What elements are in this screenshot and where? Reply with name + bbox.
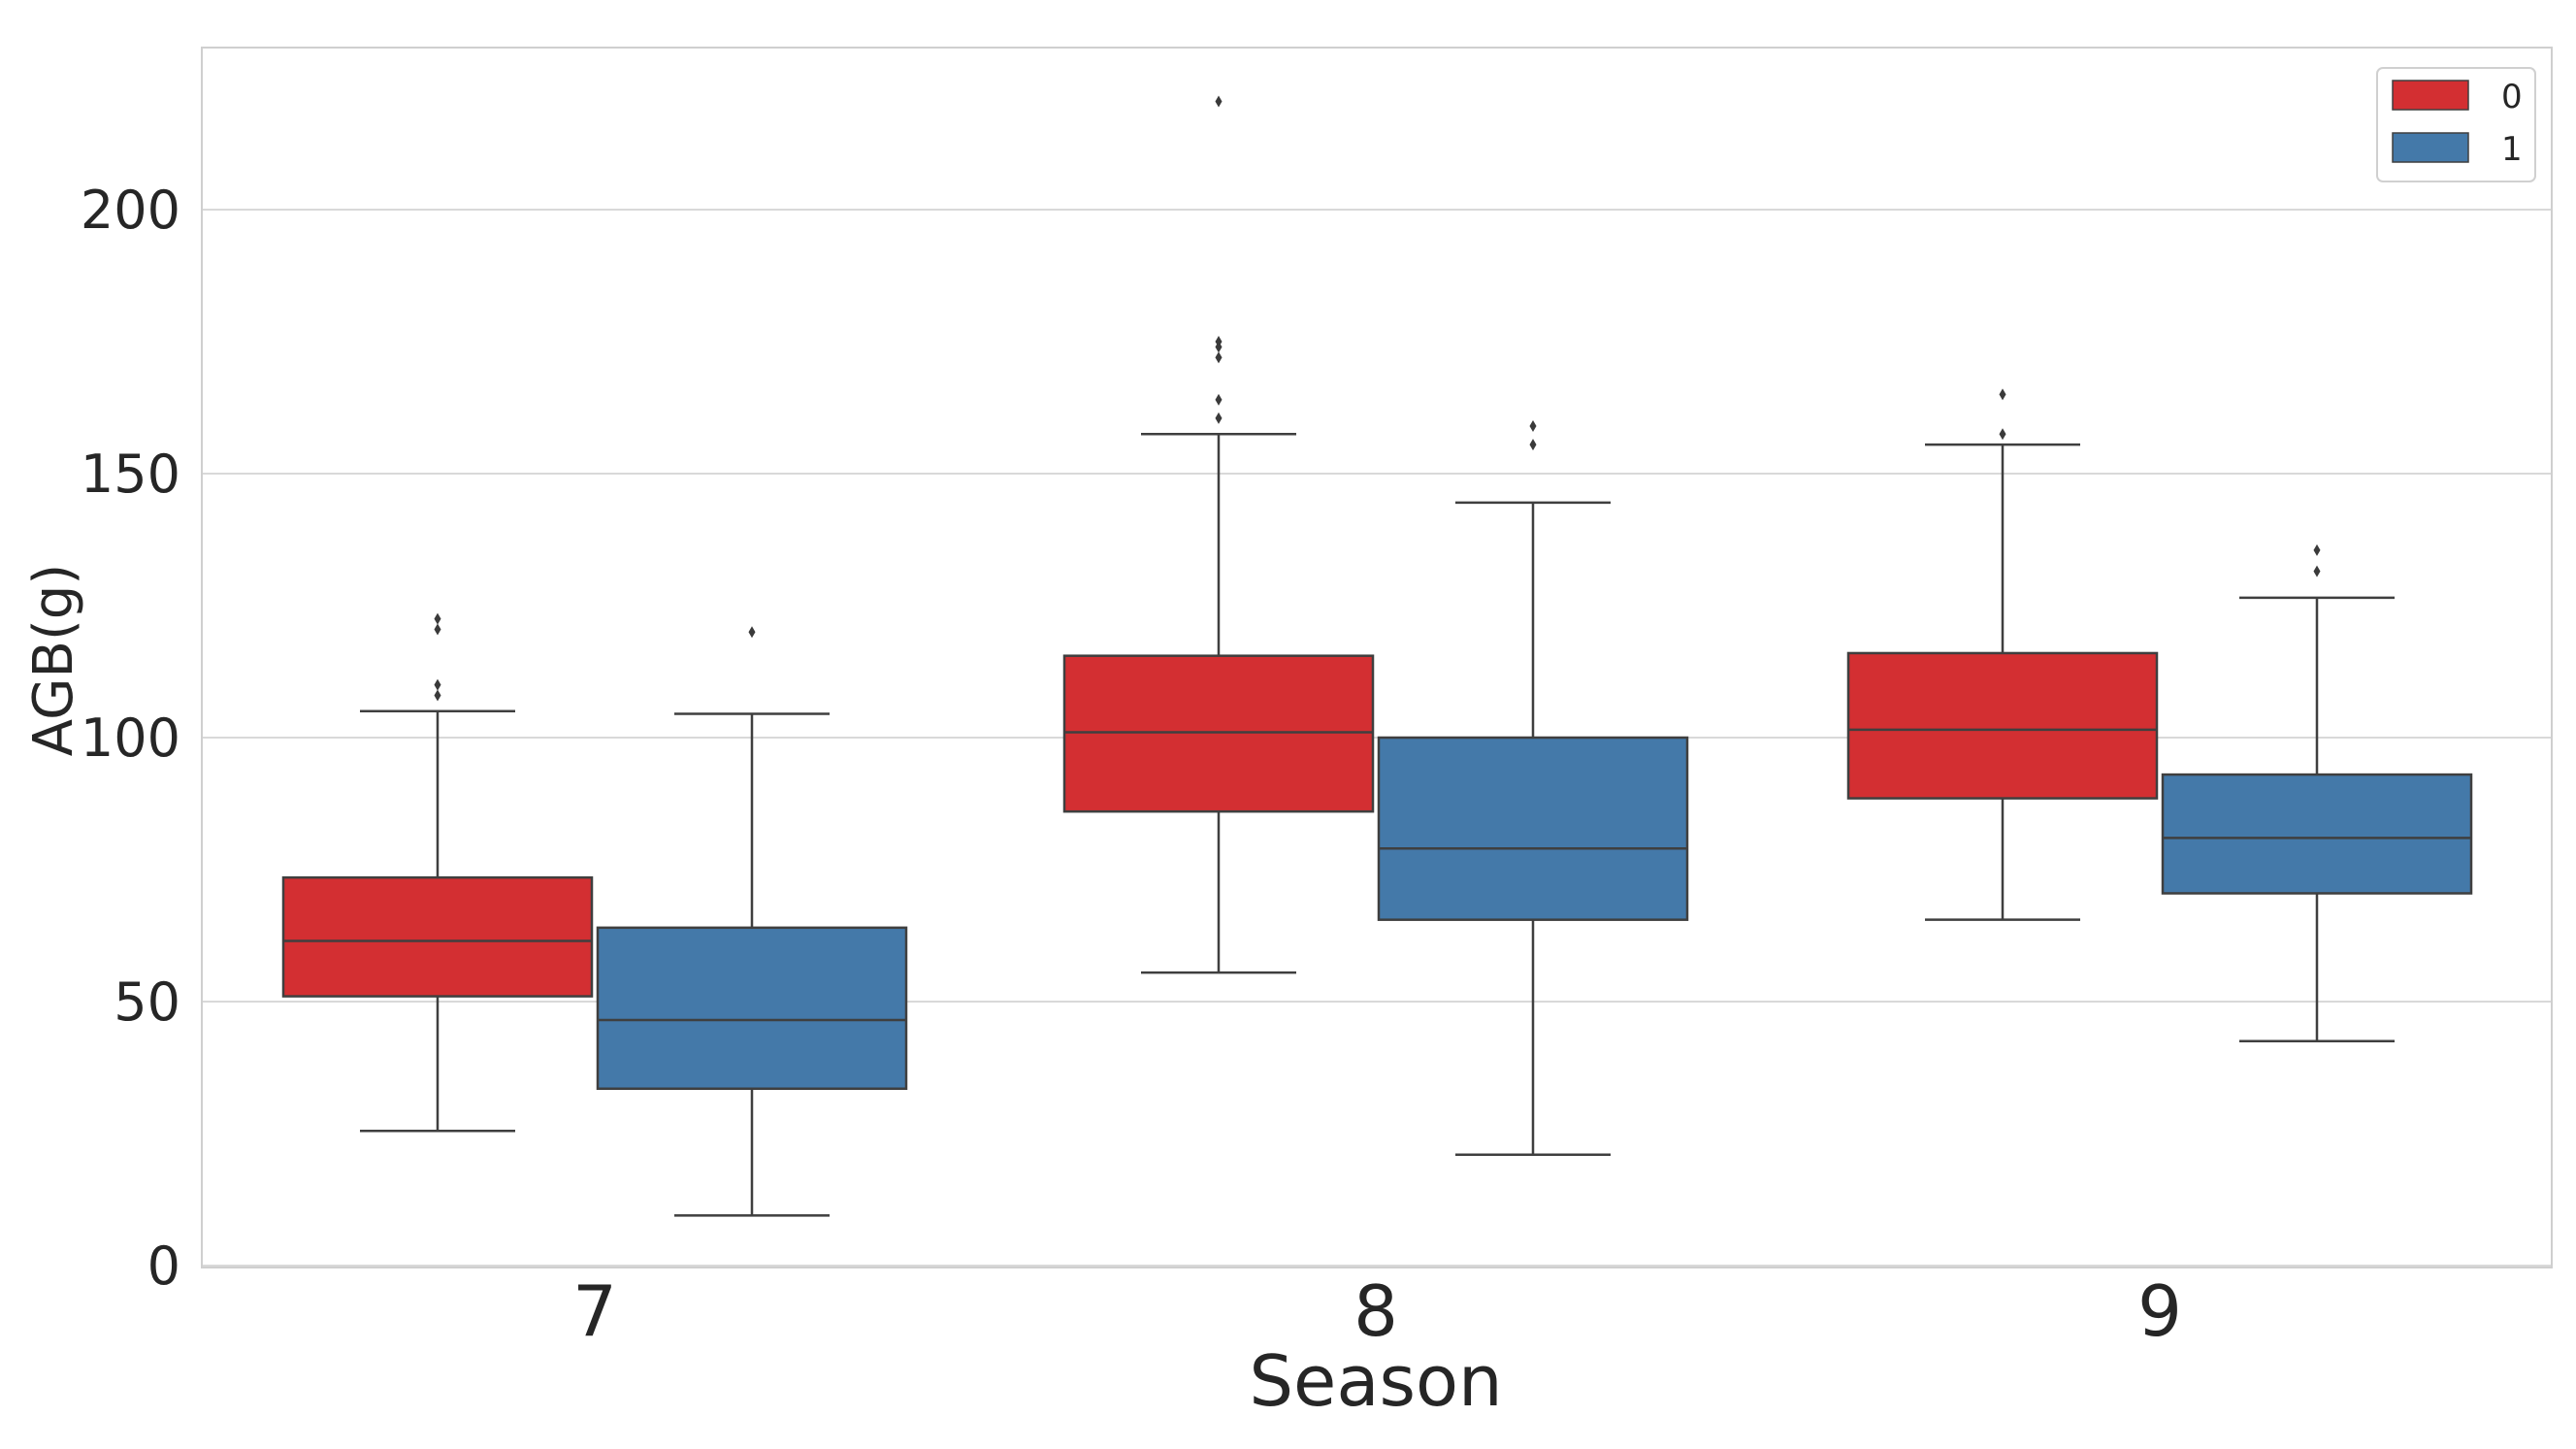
y-tick-label-0: 0 <box>147 1235 180 1297</box>
legend-label-0: 0 <box>2501 78 2523 116</box>
legend: 0 1 <box>2377 68 2535 181</box>
y-tick-label-50: 50 <box>114 971 180 1033</box>
x-tick-label-9: 9 <box>2137 1270 2182 1352</box>
legend-label-1: 1 <box>2501 130 2523 169</box>
box-plot-chart: 0501001502007 8 9 Season AGB(g) 0 1 <box>0 0 2576 1444</box>
legend-swatch-1 <box>2393 133 2468 162</box>
y-tick-label-150: 150 <box>81 444 180 505</box>
box-iqr <box>283 877 592 996</box>
legend-swatch-0 <box>2393 81 2468 110</box>
plot-area <box>202 48 2552 1268</box>
y-tick-label-200: 200 <box>81 180 180 241</box>
box-iqr <box>1064 656 1373 811</box>
box-iqr <box>598 928 906 1089</box>
y-tick-label-100: 100 <box>81 708 180 769</box>
x-tick-label-7: 7 <box>572 1270 617 1352</box>
x-axis-label: Season <box>1249 1340 1502 1422</box>
box-iqr <box>2163 774 2471 893</box>
chart-root: 0 50 100 150 200 7 8 9 Season AGB(g) 0 1 <box>0 0 2576 1444</box>
box-iqr <box>1848 653 2157 799</box>
box-iqr <box>1379 738 1687 920</box>
y-axis-label: AGB(g) <box>22 564 85 756</box>
